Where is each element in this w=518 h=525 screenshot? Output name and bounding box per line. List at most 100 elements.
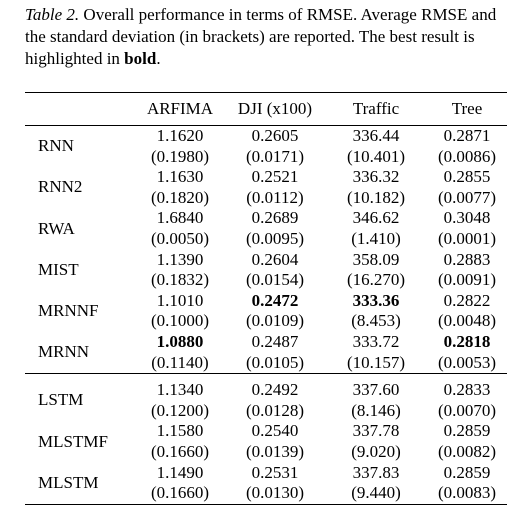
cell-std: (0.0171) <box>245 146 305 166</box>
column-header: Traffic <box>352 99 400 118</box>
cell: 0.2855 (0.0077) <box>427 167 507 208</box>
cell-std: (0.0001) <box>437 228 497 248</box>
cell-mean: 0.2859 <box>443 421 491 441</box>
cell-std: (0.0130) <box>245 483 305 503</box>
column-header: ARFIMA <box>146 99 214 118</box>
column-header: Tree <box>451 99 483 118</box>
cell-mean: 337.83 <box>352 462 400 482</box>
cell: 333.72 (10.157) <box>325 332 427 374</box>
caption-bold-word: bold <box>124 49 157 68</box>
cell-std: (0.1660) <box>150 483 210 503</box>
cell-std: (0.0070) <box>437 400 497 420</box>
caption-text: Overall performance in terms of RMSE. Av… <box>25 5 497 68</box>
cell-mean: 0.2531 <box>251 462 299 482</box>
header-row: ARFIMA DJI (x100) Traffic Tree <box>25 92 507 126</box>
results-table: ARFIMA DJI (x100) Traffic Tree RNN 1.1620 (0.… <box>25 92 507 505</box>
cell-mean: 1.1580 <box>156 421 204 441</box>
cell: 0.2883 (0.0091) <box>427 250 507 291</box>
table-row: RWA 1.6840 (0.0050) 0.2689 (0.0095) 346.62 (1.… <box>25 208 507 249</box>
cell: 0.2818 (0.0053) <box>427 332 507 374</box>
cell: 336.44 (10.401) <box>325 126 427 168</box>
cell-mean: 1.1340 <box>156 380 204 400</box>
cell-mean: 0.2604 <box>251 249 299 269</box>
table-row: LSTM 1.1340 (0.1200) 0.2492 (0.0128) 337.60 (8… <box>25 374 507 422</box>
cell-std: (0.0105) <box>245 352 305 372</box>
cell-mean: 0.2871 <box>443 126 491 145</box>
cell-std: (0.0082) <box>437 441 497 461</box>
table-row: RNN2 1.1630 (0.1820) 0.2521 (0.0112) 336.32 (1… <box>25 167 507 208</box>
cell: 0.2833 (0.0070) <box>427 374 507 422</box>
cell-std: (9.020) <box>351 441 401 461</box>
cell: 0.2487 (0.0105) <box>225 332 325 374</box>
cell-mean: 0.2822 <box>443 290 491 310</box>
cell-mean: 333.36 <box>352 290 400 310</box>
cell-std: (0.0154) <box>245 270 305 290</box>
cell-std: (16.270) <box>346 270 406 290</box>
row-name: RWA <box>38 218 75 238</box>
cell-mean: 0.3048 <box>443 208 491 228</box>
cell-std: (0.0095) <box>245 228 305 248</box>
cell-std: (0.1820) <box>150 187 210 207</box>
cell-mean: 0.2605 <box>251 126 299 145</box>
cell-std: (8.146) <box>351 400 401 420</box>
cell-std: (8.453) <box>351 311 401 331</box>
row-name: MLSTM <box>38 472 99 492</box>
row-name: MLSTMF <box>38 431 108 451</box>
caption: Table 2. Overall performance in terms of… <box>25 4 510 70</box>
cell-std: (0.0112) <box>246 187 304 207</box>
cell: 0.2472 (0.0109) <box>225 291 325 332</box>
cell: 1.1630 (0.1820) <box>135 167 225 208</box>
column-header: DJI (x100) <box>237 99 313 118</box>
cell-mean: 0.2859 <box>443 462 491 482</box>
table-row: MIST 1.1390 (0.1832) 0.2604 (0.0154) 358.09 (1… <box>25 250 507 291</box>
cell-std: (0.0086) <box>437 146 497 166</box>
cell: 0.2871 (0.0086) <box>427 126 507 168</box>
cell: 0.2859 (0.0083) <box>427 463 507 505</box>
table-row: RNN 1.1620 (0.1980) 0.2605 (0.0171) 336.44 (10… <box>25 126 507 168</box>
cell-mean: 1.0880 <box>156 331 204 351</box>
cell-mean: 0.2883 <box>443 249 491 269</box>
cell-mean: 1.1490 <box>156 462 204 482</box>
cell-std: (10.401) <box>346 146 406 166</box>
cell-mean: 336.32 <box>352 167 400 187</box>
cell-std: (0.1980) <box>150 146 210 166</box>
cell: 0.2689 (0.0095) <box>225 208 325 249</box>
cell-std: (0.1200) <box>150 400 210 420</box>
cell-mean: 0.2487 <box>251 331 299 351</box>
cell-std: (0.1660) <box>150 441 210 461</box>
cell-mean: 0.2833 <box>443 380 491 400</box>
table-row: MRNNF 1.1010 (0.1000) 0.2472 (0.0109) 333.36(… <box>25 291 507 332</box>
cell: 1.1340 (0.1200) <box>135 374 225 422</box>
cell-mean: 337.78 <box>352 421 400 441</box>
cell-mean: 333.72 <box>352 331 400 351</box>
cell: 0.2492 (0.0128) <box>225 374 325 422</box>
cell-std: (0.0091) <box>437 270 497 290</box>
row-group: RNN 1.1620 (0.1980) 0.2605 (0.0171) 336.44 (10… <box>25 126 507 374</box>
cell: 1.1390 (0.1832) <box>135 250 225 291</box>
row-name: MRNN <box>38 342 90 362</box>
cell: 0.2540 (0.0139) <box>225 421 325 462</box>
cell-mean: 0.2492 <box>251 380 299 400</box>
cell-mean: 336.44 <box>352 126 400 145</box>
cell-mean: 358.09 <box>352 249 400 269</box>
row-name: LSTM <box>38 390 84 410</box>
cell-std: (1.410) <box>351 228 401 248</box>
caption-label: Table 2. <box>25 5 80 24</box>
cell: 0.2859 (0.0082) <box>427 421 507 462</box>
cell: 337.60 (8.146) <box>325 374 427 422</box>
cell: 1.0880 (0.1140) <box>135 332 225 374</box>
cell: 1.1620 (0.1980) <box>135 126 225 168</box>
cell-std: (0.1140) <box>151 352 209 372</box>
row-name: RNN2 <box>38 177 83 197</box>
row-name: MRNNF <box>38 301 99 321</box>
cell: 337.83 (9.440) <box>325 463 427 505</box>
cell-mean: 1.1390 <box>156 249 204 269</box>
cell-std: (0.1000) <box>150 311 210 331</box>
cell: 0.2822 (0.0048) <box>427 291 507 332</box>
cell-mean: 1.1010 <box>156 290 204 310</box>
cell-std: (0.0053) <box>437 352 497 372</box>
cell: 1.1580 (0.1660) <box>135 421 225 462</box>
cell-mean: 0.2855 <box>443 167 491 187</box>
header-corner <box>25 93 135 126</box>
